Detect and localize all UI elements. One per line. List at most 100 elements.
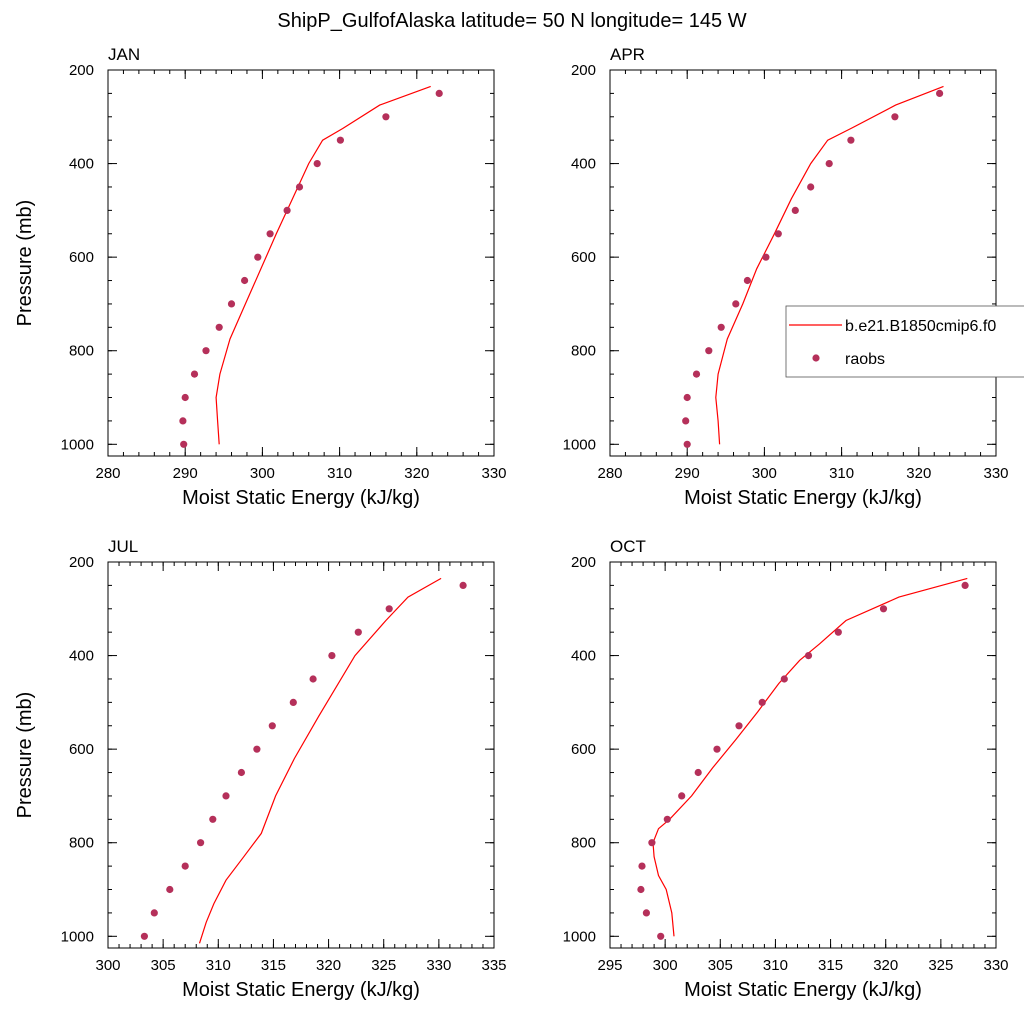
raobs-point: [181, 393, 189, 402]
raobs-point: [202, 347, 210, 355]
panel-title: JUL: [108, 537, 138, 556]
raobs-point: [834, 628, 842, 636]
raobs-point: [227, 300, 236, 308]
legend-marker-swatch: [812, 354, 820, 362]
x-tick-label: 315: [261, 957, 286, 974]
raobs-point: [179, 417, 187, 425]
plot-frame: [609, 69, 997, 457]
raobs-point: [762, 253, 770, 261]
panel-title: JAN: [108, 45, 140, 64]
panel-jan: JAN 280 290 300 310 320 330 200 400 600 800 1000 Moi…: [14, 45, 507, 509]
x-tick-label: 310: [763, 957, 788, 974]
y-tick-label: 800: [571, 343, 596, 360]
panel-title: APR: [610, 45, 645, 64]
y-axis-label: Pressure (mb): [14, 692, 36, 819]
raobs-point: [683, 440, 691, 448]
raobs-point: [735, 722, 743, 730]
x-tick-label: 300: [653, 957, 678, 974]
raobs-point: [732, 300, 740, 308]
y-tick-label: 200: [571, 62, 596, 79]
x-tick-label: 290: [173, 465, 198, 482]
raobs-point: [657, 932, 665, 940]
x-tick-label: 320: [906, 465, 931, 482]
x-tick-label: 300: [250, 465, 275, 482]
x-tick-label: 310: [829, 465, 854, 482]
raobs-point: [847, 136, 855, 144]
legend-label-model: b.e21.B1850cmip6.f0: [845, 318, 996, 335]
y-tick-label: 600: [571, 741, 596, 758]
series-line-model: [198, 577, 442, 944]
x-tick-label: 330: [426, 957, 451, 974]
raobs-point: [336, 136, 344, 144]
x-axis-label: Moist Static Energy (kJ/kg): [182, 487, 420, 509]
y-axis-label: Pressure (mb): [14, 200, 36, 327]
x-tick-label: 320: [404, 465, 429, 482]
raobs-point: [166, 885, 174, 894]
raobs-point: [150, 909, 158, 917]
x-axis-label: Moist Static Energy (kJ/kg): [684, 487, 922, 509]
raobs-point: [313, 160, 321, 168]
raobs-point: [638, 862, 646, 870]
raobs-point: [435, 89, 443, 97]
x-tick-label: 295: [597, 957, 622, 974]
raobs-point: [181, 862, 189, 870]
y-tick-label: 600: [69, 249, 94, 266]
raobs-point: [717, 323, 725, 331]
raobs-point: [197, 839, 205, 847]
series-line-model: [215, 85, 431, 445]
panel-apr: APR 280 290 300 310 320 330 200 400 600 800 1000 Moi…: [563, 45, 1009, 509]
y-tick-label: 1000: [563, 436, 596, 453]
raobs-point: [774, 230, 782, 238]
y-tick-label: 800: [69, 835, 94, 852]
x-tick-label: 280: [597, 465, 622, 482]
panel-jul: JUL 300 305 310 315 320 325 330 335 200 400 600 800 1…: [14, 537, 507, 1001]
series-line-model: [715, 85, 944, 445]
raobs-point: [209, 815, 217, 823]
raobs-point: [354, 628, 362, 636]
x-tick-label: 290: [675, 465, 700, 482]
plot-frame: [107, 69, 495, 457]
x-tick-label: 320: [873, 957, 898, 974]
x-tick-label: 335: [481, 957, 506, 974]
y-tick-label: 200: [571, 554, 596, 571]
raobs-point: [309, 675, 317, 683]
figure-title: ShipP_GulfofAlaska latitude= 50 N longit…: [277, 10, 746, 32]
plot-frame: [609, 561, 997, 949]
raobs-point: [190, 370, 199, 378]
raobs-point: [692, 370, 701, 378]
x-tick-label: 300: [95, 957, 120, 974]
x-axis-label: Moist Static Energy (kJ/kg): [182, 979, 420, 1001]
panel-title: OCT: [610, 537, 646, 556]
raobs-point: [678, 792, 686, 800]
x-axis-label: Moist Static Energy (kJ/kg): [684, 979, 922, 1001]
y-tick-label: 400: [69, 156, 94, 173]
x-tick-label: 305: [708, 957, 733, 974]
x-tick-label: 305: [151, 957, 176, 974]
raobs-point: [241, 276, 249, 285]
y-tick-label: 400: [571, 648, 596, 665]
x-tick-label: 320: [316, 957, 341, 974]
raobs-point: [140, 932, 148, 940]
raobs-point: [295, 183, 304, 191]
raobs-point: [961, 581, 969, 590]
raobs-point: [791, 206, 799, 214]
y-tick-label: 200: [69, 62, 94, 79]
raobs-point: [642, 909, 651, 917]
y-tick-label: 800: [69, 343, 94, 360]
raobs-point: [807, 183, 815, 191]
y-tick-label: 1000: [563, 928, 596, 945]
raobs-point: [254, 253, 262, 261]
y-tick-label: 1000: [61, 436, 94, 453]
y-tick-label: 1000: [61, 928, 94, 945]
raobs-point: [705, 347, 713, 355]
plot-frame: [107, 561, 495, 949]
raobs-point: [780, 675, 788, 683]
series-line-model: [652, 577, 968, 937]
raobs-point: [283, 206, 291, 214]
raobs-point: [459, 581, 467, 590]
raobs-point: [215, 323, 223, 331]
raobs-point: [253, 745, 261, 753]
raobs-point: [268, 722, 276, 730]
raobs-point: [713, 745, 721, 753]
